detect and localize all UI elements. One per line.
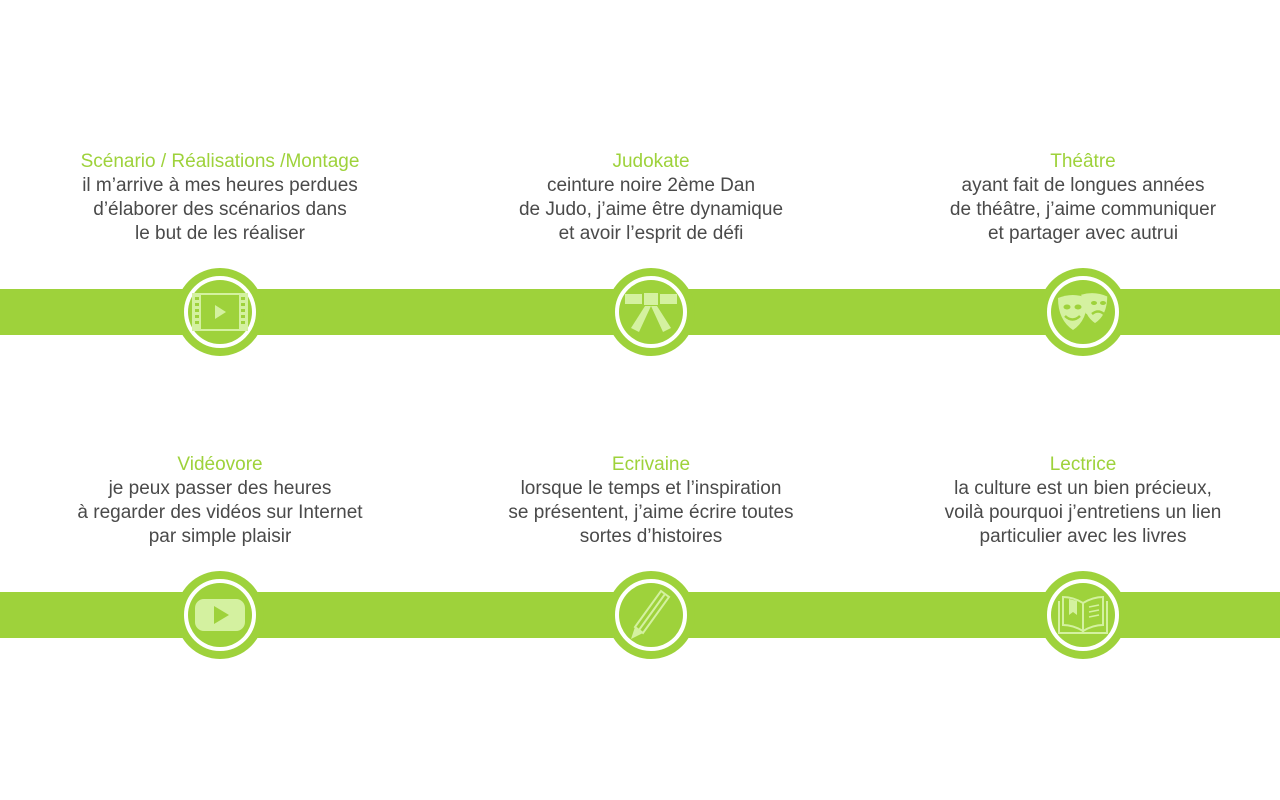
skill-badge-videovore [176, 571, 264, 659]
skill-description-line: et avoir l’esprit de défi [558, 223, 744, 244]
skill-description-line: par simple plaisir [148, 526, 292, 547]
open-book-icon [1058, 595, 1108, 634]
skill-lectrice: Lectrice la culture est un bien précieux… [883, 453, 1280, 549]
theatre-masks-icon [1058, 291, 1109, 330]
skill-title: Judokate [612, 151, 690, 172]
skill-judokate: Judokate ceinture noire 2ème Dan de Judo… [451, 150, 851, 246]
skill-description-line: lorsque le temps et l’inspiration [520, 478, 782, 499]
skill-description-line: il m’arrive à mes heures perdues [82, 175, 358, 196]
skill-description-line: d’élaborer des scénarios dans [93, 199, 347, 220]
skill-description-line: je peux passer des heures [108, 478, 332, 499]
skill-badge-lectrice [1039, 571, 1127, 659]
film-play-icon [192, 293, 248, 331]
skill-theatre: Théâtre ayant fait de longues années de … [883, 150, 1280, 246]
skill-description-line: de Judo, j’aime être dynamique [518, 199, 784, 220]
skill-ecrivaine: Ecrivaine lorsque le temps et l’inspirat… [451, 453, 851, 549]
skill-description-line: sortes d’histoires [579, 526, 723, 547]
skill-title: Scénario / Réalisations /Montage [80, 151, 360, 172]
skill-description-line: voilà pourquoi j’entretiens un lien [944, 502, 1222, 523]
skill-badge-ecrivaine [607, 571, 695, 659]
skill-badge-scenario [176, 268, 264, 356]
skill-scenario: Scénario / Réalisations /Montage il m’ar… [20, 150, 420, 246]
pencil-icon [631, 589, 671, 639]
skill-videovore: Vidéovore je peux passer des heures à re… [20, 453, 420, 549]
judo-belt-icon [625, 291, 677, 332]
skill-description-line: ceinture noire 2ème Dan [546, 175, 756, 196]
skill-badge-theatre [1039, 268, 1127, 356]
skill-title: Théâtre [1050, 151, 1116, 172]
skill-title: Ecrivaine [611, 454, 691, 475]
skill-description-line: à regarder des vidéos sur Internet [77, 502, 363, 523]
skill-description-line: le but de les réaliser [134, 223, 306, 244]
skill-description-line: se présentent, j’aime écrire toutes [508, 502, 794, 523]
skill-badge-judokate [607, 268, 695, 356]
skill-description-line: de théâtre, j’aime communiquer [949, 199, 1217, 220]
skill-description-line: ayant fait de longues années [961, 175, 1205, 196]
skill-description-line: et partager avec autrui [987, 223, 1179, 244]
skill-title: Vidéovore [177, 454, 263, 475]
video-play-icon [195, 599, 245, 631]
skill-description-line: la culture est un bien précieux, [954, 478, 1212, 499]
skill-description-line: particulier avec les livres [979, 526, 1187, 547]
skill-title: Lectrice [1049, 454, 1117, 475]
